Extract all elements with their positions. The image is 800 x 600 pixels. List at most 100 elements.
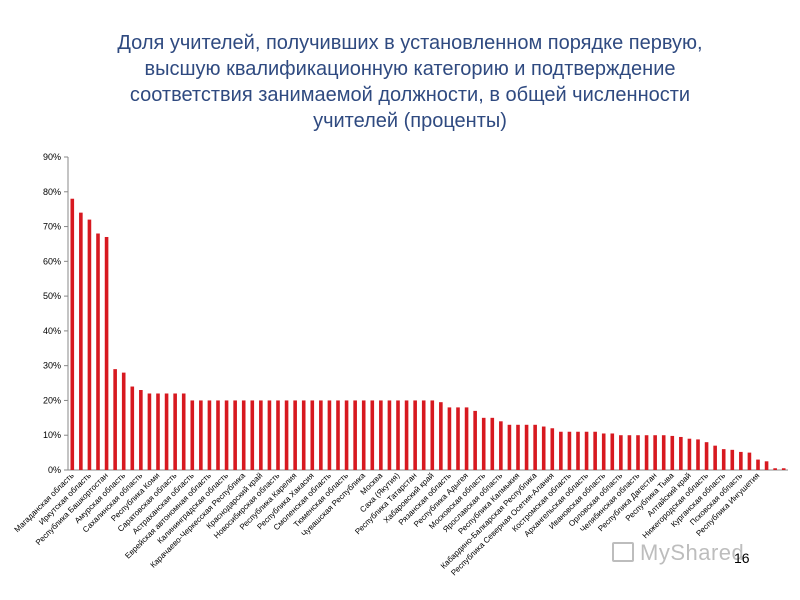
bar <box>336 400 340 470</box>
bar <box>267 400 272 470</box>
bar <box>319 400 323 470</box>
bar <box>644 435 649 470</box>
watermark-logo: MyShared <box>612 540 744 566</box>
bar <box>413 400 417 470</box>
bar <box>619 435 623 470</box>
bar <box>781 468 786 470</box>
page-number: 16 <box>734 550 750 566</box>
bar <box>87 219 92 470</box>
bar <box>456 407 460 470</box>
bar <box>430 400 435 470</box>
bar <box>584 431 589 470</box>
slide-title: Доля учителей, получивших в установленно… <box>117 32 703 132</box>
bar <box>567 431 572 470</box>
bar <box>224 400 229 470</box>
bar <box>207 400 212 470</box>
y-tick-label: 50% <box>43 291 61 301</box>
bar <box>139 390 143 470</box>
bar <box>593 431 597 470</box>
bar <box>353 400 357 470</box>
bar <box>490 417 495 470</box>
bar <box>156 393 160 470</box>
bar <box>670 435 675 470</box>
bar <box>541 426 546 470</box>
bar <box>370 400 375 470</box>
bar <box>653 435 657 470</box>
bar <box>259 400 263 470</box>
bar <box>636 435 640 470</box>
bar <box>344 400 349 470</box>
bar <box>439 402 443 470</box>
bar <box>233 400 237 470</box>
bar <box>713 445 717 470</box>
y-tick-label: 20% <box>43 395 61 405</box>
bar <box>241 400 246 470</box>
y-tick-label: 0% <box>48 465 61 475</box>
bar <box>721 449 726 470</box>
bar <box>601 433 606 470</box>
bars-group <box>70 198 786 471</box>
y-tick-label: 70% <box>43 222 61 232</box>
bar <box>773 468 777 470</box>
bar <box>387 400 392 470</box>
y-tick-label: 10% <box>43 430 61 440</box>
bar <box>79 212 83 470</box>
bar <box>764 461 769 470</box>
bar <box>379 400 383 470</box>
bar <box>301 400 306 470</box>
bar <box>199 400 203 470</box>
bar <box>113 369 117 470</box>
bar <box>396 400 400 470</box>
bar <box>216 400 220 470</box>
bar <box>499 421 503 470</box>
bar <box>447 407 452 470</box>
bar <box>704 442 709 470</box>
bar <box>747 452 752 470</box>
bar <box>284 400 289 470</box>
bar <box>181 393 186 470</box>
y-axis-ticks: 0% 10% 20% 30% 40% 50% 60% 70% 80% 90% <box>43 152 68 475</box>
bar <box>130 386 135 470</box>
bar <box>96 233 100 470</box>
bar <box>524 424 529 470</box>
bar <box>190 400 195 470</box>
presentation-icon <box>612 542 634 562</box>
bar <box>559 431 563 470</box>
bar <box>361 400 366 470</box>
y-tick-label: 30% <box>43 361 61 371</box>
bar <box>550 428 555 470</box>
watermark-text: MyShared <box>640 540 745 565</box>
bar <box>576 431 580 470</box>
y-tick-label: 60% <box>43 256 61 266</box>
bar <box>679 436 683 470</box>
bar <box>507 424 512 470</box>
bar <box>104 236 109 470</box>
y-tick-label: 90% <box>43 152 61 162</box>
bar <box>516 424 520 470</box>
bar <box>730 449 735 470</box>
bar <box>464 407 469 470</box>
bar <box>404 400 409 470</box>
bar <box>327 400 332 470</box>
y-tick-label: 40% <box>43 326 61 336</box>
bar <box>481 417 486 470</box>
bar <box>696 439 700 470</box>
bar <box>276 400 280 470</box>
bar <box>164 393 169 470</box>
bar <box>121 372 126 470</box>
bar <box>533 424 537 470</box>
bar <box>739 451 743 470</box>
bar <box>421 400 426 470</box>
y-tick-label: 80% <box>43 187 61 197</box>
bar <box>687 438 692 470</box>
bar <box>473 410 477 470</box>
bar <box>70 198 75 471</box>
bar <box>310 400 315 470</box>
chart-axes <box>67 157 788 471</box>
bar <box>610 433 615 470</box>
bar <box>293 400 297 470</box>
bar <box>147 393 152 470</box>
bar <box>756 459 760 470</box>
